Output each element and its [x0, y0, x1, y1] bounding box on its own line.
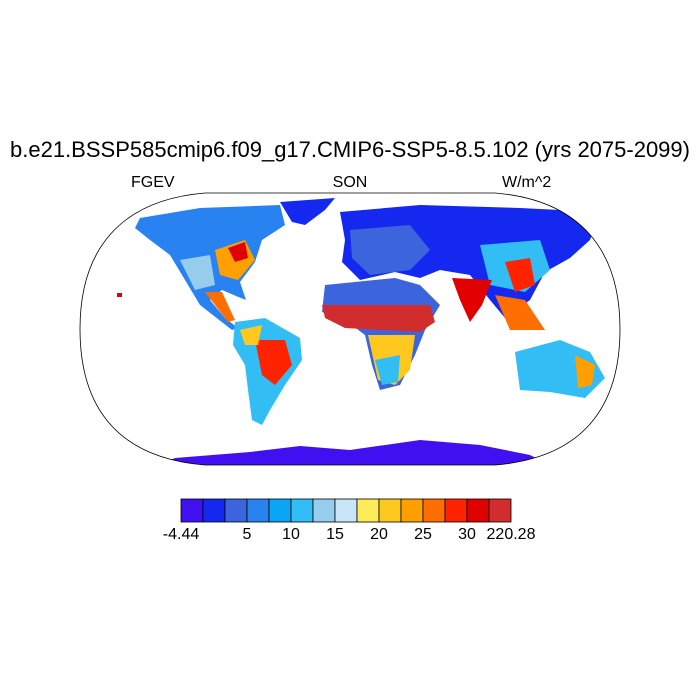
colorbar-label: 10 [282, 526, 300, 543]
north-america-west [180, 255, 215, 290]
colorbar-label: 30 [458, 526, 476, 543]
units-label: W/m^2 [502, 174, 552, 191]
colorbar-box [422, 498, 446, 523]
colorbar-box [202, 498, 226, 523]
sahel-band [322, 305, 435, 332]
colorbar-label: 5 [242, 526, 252, 543]
colorbar-box [312, 498, 336, 523]
colorbar-box [246, 498, 270, 523]
colorbar-box [444, 498, 468, 523]
colorbar-label: 220.28 [486, 526, 536, 543]
south-america-warm [240, 325, 262, 345]
colorbar-label: 25 [414, 526, 432, 543]
land-fields [117, 198, 605, 465]
plot-title: b.e21.BSSP585cmip6.f09_g17.CMIP6-SSP5-8.… [10, 137, 690, 162]
colorbar-box [466, 498, 490, 523]
map-border [79, 192, 621, 466]
antarctica [150, 440, 560, 465]
greenland [280, 198, 335, 225]
australia-warm [575, 355, 595, 388]
colorbar-box [290, 498, 314, 523]
colorbar-box [268, 498, 292, 523]
hawaii [117, 293, 122, 297]
colorbar-label: 15 [326, 526, 344, 543]
colorbar-box [378, 498, 402, 523]
colorbar-label: 20 [370, 526, 388, 543]
north-america-hot [228, 242, 248, 262]
central-america-warm [205, 292, 235, 322]
south-america-hot [255, 340, 292, 385]
colorbar [180, 498, 512, 523]
colorbar-box [334, 498, 358, 523]
southeast-asia [495, 295, 545, 330]
southern-africa-blue [375, 355, 400, 385]
east-asia-hot [505, 258, 535, 292]
colorbar-label: -4.44 [162, 526, 200, 543]
season-label: SON [332, 174, 368, 191]
colorbar-box [356, 498, 380, 523]
colorbar-box [400, 498, 424, 523]
europe [350, 225, 430, 275]
colorbar-box [488, 498, 512, 523]
colorbar-box [224, 498, 248, 523]
variable-name: FGEV [131, 174, 175, 191]
india [452, 278, 492, 322]
colorbar-box [180, 498, 204, 523]
